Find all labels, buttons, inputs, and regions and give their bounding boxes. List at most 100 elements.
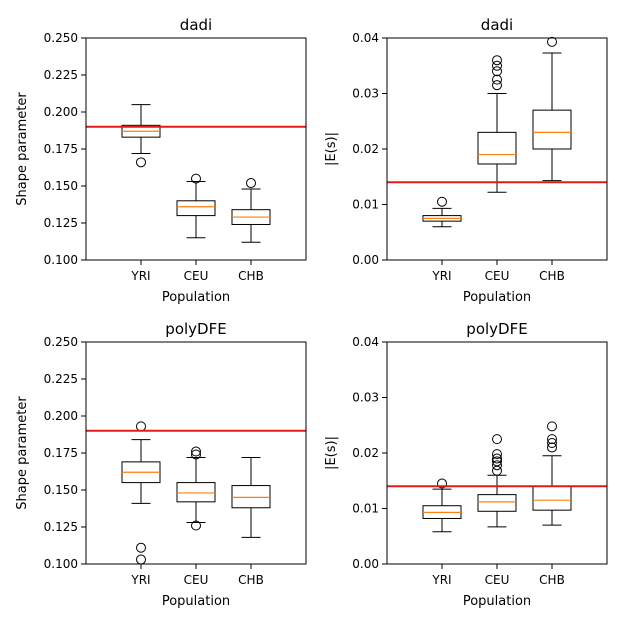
y-tick-label: 0.175 <box>44 446 78 460</box>
outlier-point <box>492 449 502 460</box>
box-iqr <box>477 494 517 512</box>
x-tick-label: CEU <box>184 269 209 283</box>
x-tick-label: CHB <box>238 269 264 283</box>
y-tick-label: 0.00 <box>352 253 379 267</box>
panel-marks: 0.00 0.01 0.02 0.03 0.04 YRI CEU CHB <box>352 335 607 587</box>
y-tick-label: 0.225 <box>44 68 78 82</box>
x-tick-label: CEU <box>485 573 510 587</box>
panel-title: polyDFE <box>466 320 527 338</box>
x-axis-label: Population <box>463 290 531 305</box>
box-iqr <box>231 485 271 509</box>
outlier-point <box>246 178 256 189</box>
y-tick-label: 0.01 <box>352 198 379 212</box>
box-ceu <box>176 173 216 239</box>
panel-dadi-shape: dadi 0.100 0.125 0.150 0.175 0.200 0.225 0.250… <box>15 16 307 305</box>
outlier-point <box>492 60 502 71</box>
y-tick-label: 0.100 <box>44 557 78 571</box>
y-axis-label: Shape parameter <box>15 92 30 206</box>
panel-polydfe-es: polyDFE 0.00 0.01 0.02 0.03 0.04 YRI CEU CHB Po… <box>324 320 608 609</box>
y-tick-label: 0.04 <box>352 335 379 349</box>
y-tick-label: 0.04 <box>352 31 379 45</box>
box-iqr <box>532 109 572 150</box>
outlier-point <box>136 554 146 565</box>
outlier-point <box>492 55 502 66</box>
outlier-point <box>547 36 557 47</box>
plot-frame <box>386 341 608 565</box>
panel-marks: 0.100 0.125 0.150 0.175 0.200 0.225 0.250 YRI CE… <box>44 31 306 283</box>
x-tick-label: CHB <box>238 573 264 587</box>
outlier-point <box>492 74 502 85</box>
box-ceu <box>176 446 216 531</box>
y-tick-label: 0.250 <box>44 31 78 45</box>
x-tick-label: YRI <box>130 269 150 283</box>
outlier-point <box>547 421 557 432</box>
box-yri <box>121 421 161 565</box>
outlier-point <box>547 434 557 445</box>
plot-frame <box>85 341 307 565</box>
box-iqr <box>477 131 517 165</box>
outlier-point <box>492 434 502 445</box>
outlier-point <box>492 456 502 467</box>
box-chb <box>532 36 572 182</box>
y-tick-label: 0.125 <box>44 520 78 534</box>
plot-frame <box>386 37 608 261</box>
box-chb <box>231 456 271 538</box>
y-tick-label: 0.100 <box>44 253 78 267</box>
y-tick-label: 0.250 <box>44 335 78 349</box>
x-tick-label: CHB <box>539 573 565 587</box>
y-tick-label: 0.200 <box>44 105 78 119</box>
outlier-point <box>136 157 146 168</box>
outlier-point <box>191 449 201 460</box>
outlier-point <box>437 196 447 207</box>
box-ceu <box>477 434 517 528</box>
y-tick-label: 0.175 <box>44 142 78 156</box>
box-yri <box>422 196 462 228</box>
x-tick-label: CEU <box>184 573 209 587</box>
outlier-point <box>492 80 502 91</box>
outlier-point <box>437 478 447 489</box>
y-tick-label: 0.01 <box>352 502 379 516</box>
panel-polydfe-shape: polyDFE 0.1000.1250.1500.1750.2000.2250.… <box>15 320 307 609</box>
outlier-point <box>191 446 201 457</box>
box-yri <box>422 478 462 533</box>
y-axis-label: Shape parameter <box>15 396 30 510</box>
x-tick-label: YRI <box>431 269 451 283</box>
box-ceu <box>477 55 517 193</box>
box-iqr <box>176 482 216 503</box>
outlier-point <box>136 421 146 432</box>
panel-title: polyDFE <box>165 320 226 338</box>
y-tick-label: 0.200 <box>44 409 78 423</box>
box-chb <box>532 421 572 526</box>
x-axis-label: Population <box>162 290 230 305</box>
outlier-point <box>492 460 502 471</box>
x-tick-label: CHB <box>539 269 565 283</box>
plot-frame <box>85 37 307 261</box>
panel-marks: 0.00 0.01 0.02 0.03 0.04 YRI CEU CHB <box>352 31 607 283</box>
y-axis-label: |E(s)| <box>324 436 339 470</box>
y-tick-label: 0.03 <box>352 391 379 405</box>
outlier-point <box>191 173 201 184</box>
x-tick-label: CEU <box>485 269 510 283</box>
y-tick-label: 0.02 <box>352 446 379 460</box>
y-tick-label: 0.00 <box>352 557 379 571</box>
x-axis-label: Population <box>162 594 230 609</box>
y-tick-label: 0.150 <box>44 483 78 497</box>
outlier-point <box>136 542 146 553</box>
y-tick-label: 0.150 <box>44 179 78 193</box>
panel-title: dadi <box>481 16 513 34</box>
panel-marks: 0.100 0.125 0.150 0.175 0.200 0.225 0.250 YRI CE… <box>44 335 306 587</box>
outlier-point <box>492 465 502 476</box>
outlier-point <box>547 438 557 449</box>
panel-title: dadi <box>180 16 212 34</box>
outlier-point <box>492 453 502 464</box>
x-tick-label: YRI <box>130 573 150 587</box>
y-tick-label: 0.03 <box>352 87 379 101</box>
outlier-point <box>191 520 201 531</box>
y-tick-label: 0.02 <box>352 142 379 156</box>
x-tick-label: YRI <box>431 573 451 587</box>
panel-dadi-es: dadi 0.00 0.01 0.02 0.03 0.04 YRI CEU CHB Popul… <box>324 16 608 305</box>
outlier-point <box>492 66 502 77</box>
outlier-point <box>547 442 557 453</box>
box-iqr <box>532 485 572 511</box>
